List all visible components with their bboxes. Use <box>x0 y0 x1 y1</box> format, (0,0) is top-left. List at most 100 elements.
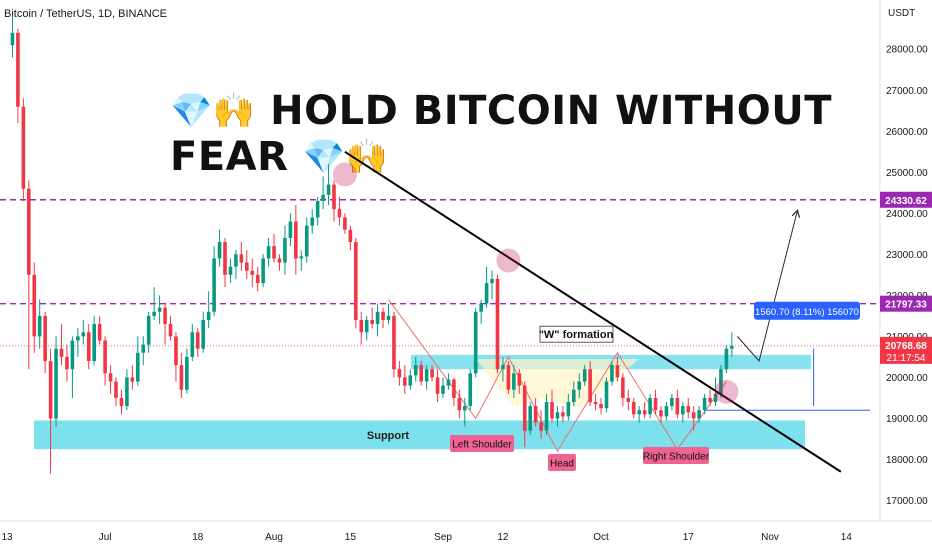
price-tick-label: 17000.00 <box>886 496 928 507</box>
candle-body <box>343 217 347 230</box>
candle <box>599 397 603 415</box>
candle <box>408 369 413 390</box>
candle-body <box>544 402 549 431</box>
candle-body <box>566 402 571 417</box>
candle <box>206 291 211 329</box>
candle-body <box>152 311 156 316</box>
candle-body <box>375 311 380 325</box>
candle-body <box>239 254 244 263</box>
swing-highlight-circle <box>332 162 357 187</box>
candle-body <box>604 381 609 409</box>
candle <box>392 311 396 378</box>
candle-body <box>533 406 538 423</box>
candle-body <box>484 283 489 304</box>
pattern-tag-label: Head <box>550 459 574 470</box>
candle-body <box>65 356 69 370</box>
candle-body <box>555 412 560 419</box>
candle-body <box>337 209 342 218</box>
candle <box>539 410 543 439</box>
candle-body <box>446 379 451 386</box>
candle-body <box>21 106 26 189</box>
candle <box>479 299 483 325</box>
measure-label: 1560.70 (8.11%) 156070 <box>755 307 859 318</box>
candle <box>555 406 560 427</box>
candle-body <box>190 332 195 357</box>
candle <box>337 196 342 226</box>
candle <box>190 324 195 362</box>
candle <box>201 311 205 353</box>
candle-body <box>304 225 309 257</box>
candle <box>730 332 734 357</box>
candle <box>653 389 658 415</box>
candle <box>86 324 91 370</box>
candle <box>604 377 609 413</box>
candle <box>381 307 385 329</box>
candle-body <box>299 256 304 259</box>
candle <box>473 307 478 378</box>
candle-body <box>54 348 58 419</box>
candle <box>577 373 582 398</box>
candle <box>97 315 102 345</box>
candle-body <box>457 397 462 411</box>
candle <box>185 348 189 394</box>
swing-highlight-circle <box>714 379 739 404</box>
pattern-tag-label: Left Shoulder <box>452 440 512 451</box>
candle <box>43 311 47 374</box>
candle <box>48 348 53 474</box>
candle <box>255 266 260 292</box>
time-tick-label: Nov <box>761 532 779 543</box>
candle <box>195 328 200 357</box>
candle-body <box>97 324 102 341</box>
price-tick-label: 19000.00 <box>886 414 928 425</box>
candle-body <box>195 332 200 349</box>
candle-body <box>354 242 358 320</box>
price-axis-bg <box>880 0 932 550</box>
level-price-label: 24330.62 <box>885 196 927 207</box>
candle-body <box>599 404 603 409</box>
candle <box>468 369 473 411</box>
candle <box>272 233 276 263</box>
banner-text: HOLD BITCOIN WITHOUT FEAR <box>170 88 833 180</box>
candle-body <box>670 397 674 407</box>
candle <box>533 397 538 427</box>
candle <box>637 406 641 423</box>
time-tick-label: Sep <box>434 532 452 543</box>
candle <box>70 336 75 398</box>
candle <box>76 328 80 357</box>
candle-body <box>266 246 271 259</box>
candle <box>32 262 37 353</box>
candle-body <box>730 345 734 349</box>
candle <box>103 336 107 386</box>
time-tick-label: 18 <box>192 532 204 543</box>
time-tick-label: 12 <box>497 532 509 543</box>
candle <box>65 344 69 382</box>
candle <box>283 225 287 275</box>
time-tick-label: Jul <box>99 532 112 543</box>
candle <box>59 324 64 366</box>
w-formation-box <box>539 325 614 343</box>
level-price-badge <box>880 295 932 312</box>
candle <box>528 402 532 435</box>
candle-body <box>70 340 75 370</box>
candle <box>430 365 434 382</box>
candle <box>343 213 347 234</box>
time-tick-label: 15 <box>345 532 357 543</box>
candle-body <box>435 377 440 394</box>
candle <box>452 377 456 407</box>
candle <box>130 365 135 390</box>
candle <box>125 369 129 411</box>
candle-body <box>92 324 96 362</box>
candle <box>681 402 685 423</box>
candle-body <box>490 278 494 284</box>
candle <box>501 356 505 382</box>
candle-body <box>713 393 718 403</box>
candle <box>435 369 440 403</box>
price-tick-label: 26000.00 <box>886 127 928 138</box>
candle <box>146 311 151 353</box>
candle-body <box>642 410 647 415</box>
candle <box>168 315 173 341</box>
candle-body <box>473 311 478 374</box>
candle <box>419 361 423 386</box>
price-tick-label: 25000.00 <box>886 168 928 179</box>
